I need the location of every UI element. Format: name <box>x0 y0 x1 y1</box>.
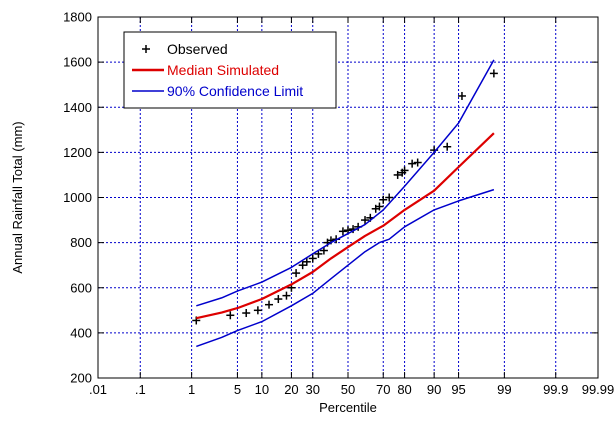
observed-point <box>282 291 291 300</box>
observed-point <box>379 195 388 204</box>
observed-point <box>253 306 262 315</box>
x-tick-label: .01 <box>89 382 107 397</box>
legend-label-observed: Observed <box>167 41 228 57</box>
observed-point <box>457 91 466 100</box>
observed-point <box>242 309 251 318</box>
observed-point <box>375 202 384 211</box>
median-simulated-line <box>196 132 495 320</box>
legend: Observed Median Simulated 90% Confidence L… <box>123 31 337 109</box>
x-tick-label: 10 <box>255 382 269 397</box>
observed-point <box>408 159 417 168</box>
y-tick-label: 800 <box>70 235 92 250</box>
x-tick-label: 90 <box>427 382 441 397</box>
y-axis-title: Annual Rainfall Total (mm) <box>10 121 25 273</box>
y-tick-label: 1200 <box>63 145 92 160</box>
x-axis-title: Percentile <box>319 400 377 415</box>
x-tick-label: 50 <box>341 382 355 397</box>
confidence-limit-lower-line <box>196 188 495 348</box>
confidence-limit-upper-line <box>196 59 495 307</box>
y-tick-label: 400 <box>70 325 92 340</box>
observed-point <box>292 269 301 278</box>
observed-point <box>489 69 498 78</box>
observed-point <box>302 257 311 266</box>
x-tick-label: 30 <box>306 382 320 397</box>
legend-marker-observed <box>142 45 150 53</box>
x-tick-label: 80 <box>397 382 411 397</box>
observed-point <box>298 261 307 270</box>
y-tick-label: 1000 <box>63 190 92 205</box>
observed-point <box>338 227 347 236</box>
x-tick-label: 95 <box>451 382 465 397</box>
y-tick-label: 1600 <box>63 55 92 70</box>
x-tick-label: 20 <box>284 382 298 397</box>
y-tick-label: 1400 <box>63 100 92 115</box>
axis-ticks: .01 .1 1 5 10 20 30 50 70 80 90 95 99 99.9 99.99 200 400… <box>63 10 614 398</box>
observed-point <box>393 170 402 179</box>
x-tick-label: .1 <box>135 382 146 397</box>
observed-point <box>443 142 452 151</box>
y-tick-label: 600 <box>70 280 92 295</box>
observed-point <box>274 295 283 304</box>
observed-point <box>400 166 409 175</box>
x-tick-label: 99.9 <box>543 382 568 397</box>
x-tick-label: 99 <box>497 382 511 397</box>
observed-point <box>413 158 422 167</box>
observed-point <box>308 254 317 263</box>
x-tick-label: 99.99 <box>582 382 615 397</box>
x-tick-label: 70 <box>376 382 390 397</box>
observed-point <box>361 216 370 225</box>
y-tick-label: 200 <box>70 371 92 386</box>
legend-label-confidence: 90% Confidence Limit <box>167 83 303 99</box>
observed-point <box>265 300 274 309</box>
legend-label-median: Median Simulated <box>167 62 279 78</box>
x-tick-label: 1 <box>188 382 195 397</box>
plot-series <box>192 59 498 348</box>
x-tick-label: 5 <box>234 382 241 397</box>
y-tick-label: 1800 <box>63 10 92 25</box>
observed-point <box>226 311 235 320</box>
observed-point <box>385 193 394 202</box>
